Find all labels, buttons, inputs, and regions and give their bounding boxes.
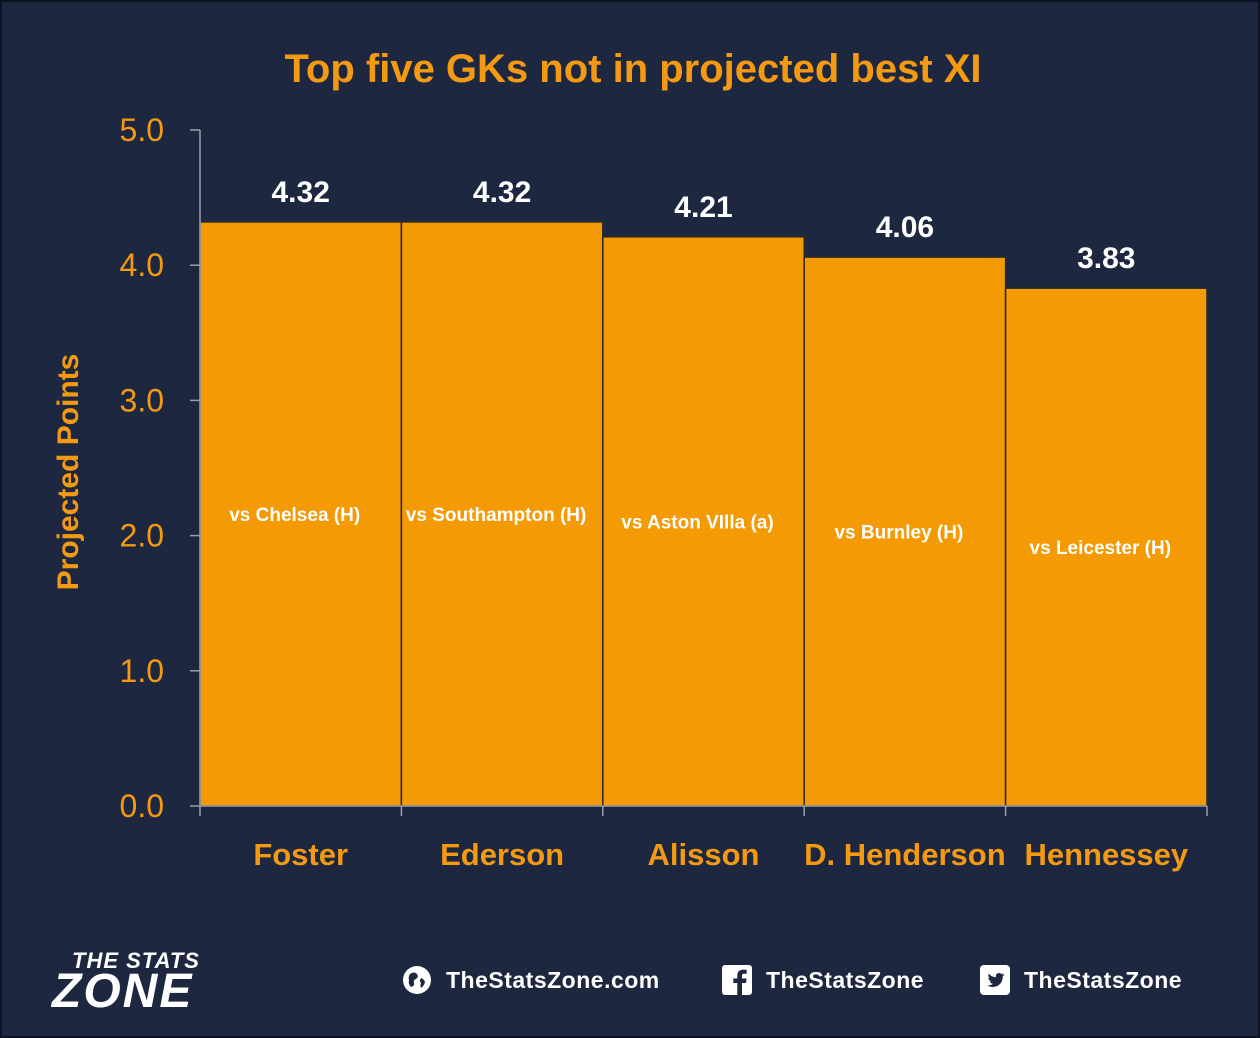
twitter-text: TheStatsZone [1024, 966, 1183, 993]
globe-icon [402, 965, 432, 995]
bar-chart: Top five GKs not in projected best XI Pr… [52, 47, 1208, 872]
logo-main-text: ZONE [52, 965, 194, 1018]
data-label-3: 4.06 [876, 211, 934, 244]
bar-0 [199, 221, 403, 807]
data-label-2: 4.21 [674, 191, 732, 224]
facebook-icon [722, 965, 752, 995]
data-label-0: 4.32 [272, 176, 330, 209]
facebook-link[interactable]: TheStatsZone [722, 962, 924, 998]
y-tick-label-4: 4.0 [120, 247, 164, 283]
fixture-label-1: vs Southampton (H) [406, 505, 587, 526]
fixture-label-0: vs Chelsea (H) [229, 505, 360, 526]
y-tick-label-1: 1.0 [120, 653, 164, 689]
fixture-label-4: vs Leicester (H) [1030, 538, 1172, 559]
y-tick-label-3: 3.0 [120, 382, 164, 418]
x-tick-label-4: Hennessey [1024, 837, 1188, 872]
twitter-link[interactable]: TheStatsZone [980, 962, 1182, 998]
y-tick-label-0: 0.0 [120, 788, 164, 824]
x-tick-label-0: Foster [253, 837, 348, 872]
footer: THE STATS ZONE TheStatsZone.com TheStats… [0, 940, 1260, 1020]
bar-2 [602, 236, 805, 807]
fixture-label-2: vs Aston VIlla (a) [621, 512, 773, 533]
logo-top-text: THE STATS [72, 948, 200, 973]
chart-title: Top five GKs not in projected best XI [284, 47, 981, 91]
twitter-icon [980, 965, 1010, 995]
x-tick-label-1: Ederson [440, 837, 564, 872]
x-tick-label-3: D. Henderson [804, 837, 1006, 872]
data-label-1: 4.32 [473, 176, 531, 209]
stats-zone-logo: THE STATS ZONE [52, 948, 272, 1018]
website-link[interactable]: TheStatsZone.com [402, 962, 660, 998]
bar-3 [803, 256, 1007, 807]
x-tick-label-2: Alisson [648, 837, 760, 872]
data-label-4: 3.83 [1077, 242, 1135, 275]
plot-area: 0.0 1.0 2.0 3.0 4.0 5.0 Foster 4.32 vs Chelsea (… [120, 112, 1208, 872]
facebook-text: TheStatsZone [766, 966, 925, 993]
y-tick-label-2: 2.0 [120, 518, 164, 554]
y-axis-label: Projected Points [52, 354, 85, 591]
bar-1 [400, 221, 604, 807]
website-text: TheStatsZone.com [446, 966, 660, 993]
y-tick-label-5: 5.0 [120, 112, 164, 148]
fixture-label-3: vs Burnley (H) [834, 523, 963, 544]
